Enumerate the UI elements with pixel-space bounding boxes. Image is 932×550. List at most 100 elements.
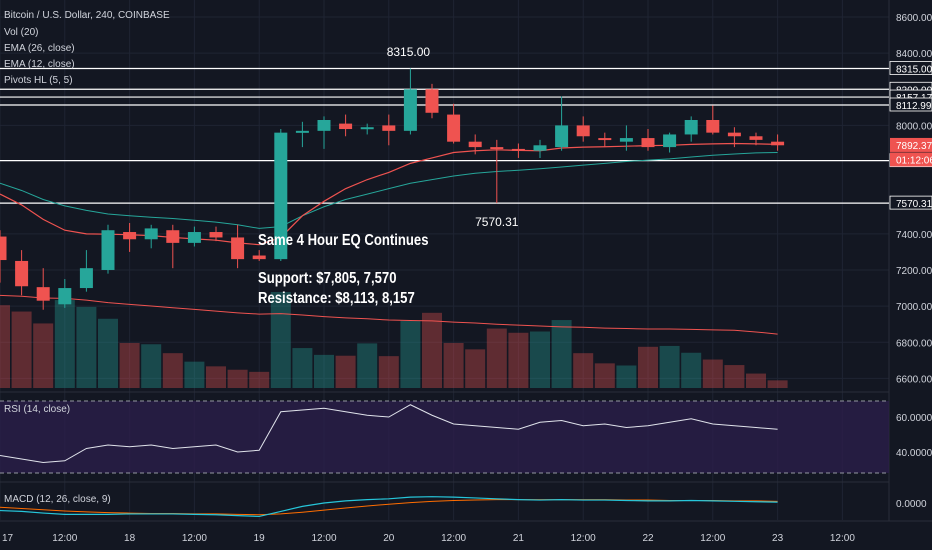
annotation-text-line: Resistance: $8,113, 8,157 (258, 290, 415, 307)
volume-bar (184, 361, 205, 388)
rsi-label[interactable]: RSI (14, close) (4, 404, 70, 415)
level-label-box (889, 195, 932, 210)
candle-body[interactable] (36, 287, 50, 301)
candle-body[interactable] (295, 130, 309, 133)
level-label-box (889, 97, 932, 112)
candle-body[interactable] (0, 236, 7, 261)
volume-bar (594, 363, 615, 388)
level-label: 7570.31 (896, 199, 932, 210)
volume-bar (465, 349, 486, 388)
volume-bar (681, 352, 702, 388)
candle-body[interactable] (360, 127, 374, 130)
volume-bar (162, 353, 183, 388)
candle-body[interactable] (447, 114, 461, 142)
indicator-label[interactable]: Pivots HL (5, 5) (4, 75, 73, 86)
candle-body[interactable] (187, 232, 201, 243)
rsi-tick-label: 40.0000 (896, 448, 932, 459)
candle-body[interactable] (771, 141, 785, 146)
volume-bar (119, 342, 140, 388)
candle-body[interactable] (598, 138, 612, 141)
time-tick-label: 17 (2, 533, 14, 544)
volume-bar (11, 311, 32, 388)
candle-body[interactable] (15, 260, 29, 287)
candle-body[interactable] (555, 125, 569, 148)
level-label: 8112.99 (896, 101, 932, 112)
time-tick-label: 20 (383, 533, 395, 544)
volume-bar (98, 318, 118, 388)
candle-body[interactable] (166, 230, 180, 243)
candle-body[interactable] (533, 145, 547, 151)
time-tick-label: 12:00 (441, 533, 466, 544)
candle-body[interactable] (252, 255, 266, 260)
countdown-box (890, 152, 932, 167)
price-tick-label: 8000.00 (896, 121, 932, 132)
candle-body[interactable] (511, 148, 525, 151)
time-tick-label: 12:00 (830, 533, 855, 544)
price-tick-label: 7000.00 (896, 302, 932, 313)
countdown-label: 01:12:06 (896, 155, 932, 166)
symbol-title: Bitcoin / U.S. Dollar, 240, COINBASE (4, 10, 170, 21)
candle-body[interactable] (490, 147, 504, 150)
candle-body[interactable] (684, 119, 698, 135)
indicator-label[interactable]: EMA (26, close) (4, 43, 75, 54)
current-price-box (890, 137, 932, 152)
volume-bar (357, 343, 378, 388)
candle-body[interactable] (425, 89, 439, 113)
level-label: 8315.00 (896, 64, 932, 75)
volume-bar (443, 342, 464, 388)
volume-bar (659, 345, 680, 388)
candle-body[interactable] (706, 119, 720, 133)
volume-bar (530, 331, 550, 388)
candle-body[interactable] (403, 89, 417, 131)
macd-signal-line (0, 499, 778, 516)
candle-body[interactable] (619, 138, 633, 142)
volume-bar (335, 355, 356, 388)
macd-tick-label: 0.0000 (896, 499, 927, 510)
candle-body[interactable] (339, 123, 353, 130)
candle-body[interactable] (274, 132, 288, 260)
candle-body[interactable] (144, 228, 158, 240)
candle-body[interactable] (382, 125, 396, 131)
volume-bar (767, 380, 788, 388)
high-pivot-label: 8315.00 (387, 45, 431, 59)
candle-body[interactable] (663, 134, 677, 148)
time-tick-label: 18 (124, 533, 136, 544)
candle-body[interactable] (79, 268, 93, 289)
rsi-line (0, 404, 778, 464)
price-tick-label: 6600.00 (896, 374, 932, 385)
indicator-label[interactable]: Vol (20) (4, 27, 38, 38)
time-tick-label: 12:00 (700, 533, 725, 544)
low-pivot-label: 7570.31 (475, 215, 519, 229)
time-tick-label: 12:00 (182, 533, 207, 544)
volume-bar (76, 306, 97, 388)
volume-bar (573, 353, 594, 388)
candle-body[interactable] (209, 232, 223, 238)
candle-body[interactable] (317, 119, 331, 131)
candle-body[interactable] (58, 288, 72, 305)
candle-body[interactable] (468, 141, 482, 148)
volume-bar (292, 348, 313, 388)
rsi-tick-label: 60.0000 (896, 413, 932, 424)
candle-body[interactable] (749, 136, 763, 140)
annotation-text-line: Support: $7,805, 7,570 (258, 270, 397, 287)
volume-bar (702, 359, 723, 388)
volume-bar (422, 312, 442, 388)
volume-bar (0, 305, 10, 388)
time-tick-label: 22 (642, 533, 654, 544)
macd-label[interactable]: MACD (12, 26, close, 9) (4, 494, 111, 505)
time-tick-label: 23 (772, 533, 784, 544)
candle-body[interactable] (123, 232, 137, 240)
candle-body[interactable] (576, 125, 590, 137)
volume-bar (551, 320, 572, 388)
volume-bar (400, 320, 421, 388)
volume-bar (638, 346, 658, 388)
candle-body[interactable] (641, 138, 655, 148)
time-tick-label: 12:00 (311, 533, 336, 544)
volume-bar (206, 366, 226, 388)
time-tick-label: 21 (513, 533, 525, 544)
candle-body[interactable] (727, 132, 741, 137)
candle-body[interactable] (231, 237, 245, 260)
candle-body[interactable] (101, 230, 115, 270)
indicator-label[interactable]: EMA (12, close) (4, 59, 75, 70)
